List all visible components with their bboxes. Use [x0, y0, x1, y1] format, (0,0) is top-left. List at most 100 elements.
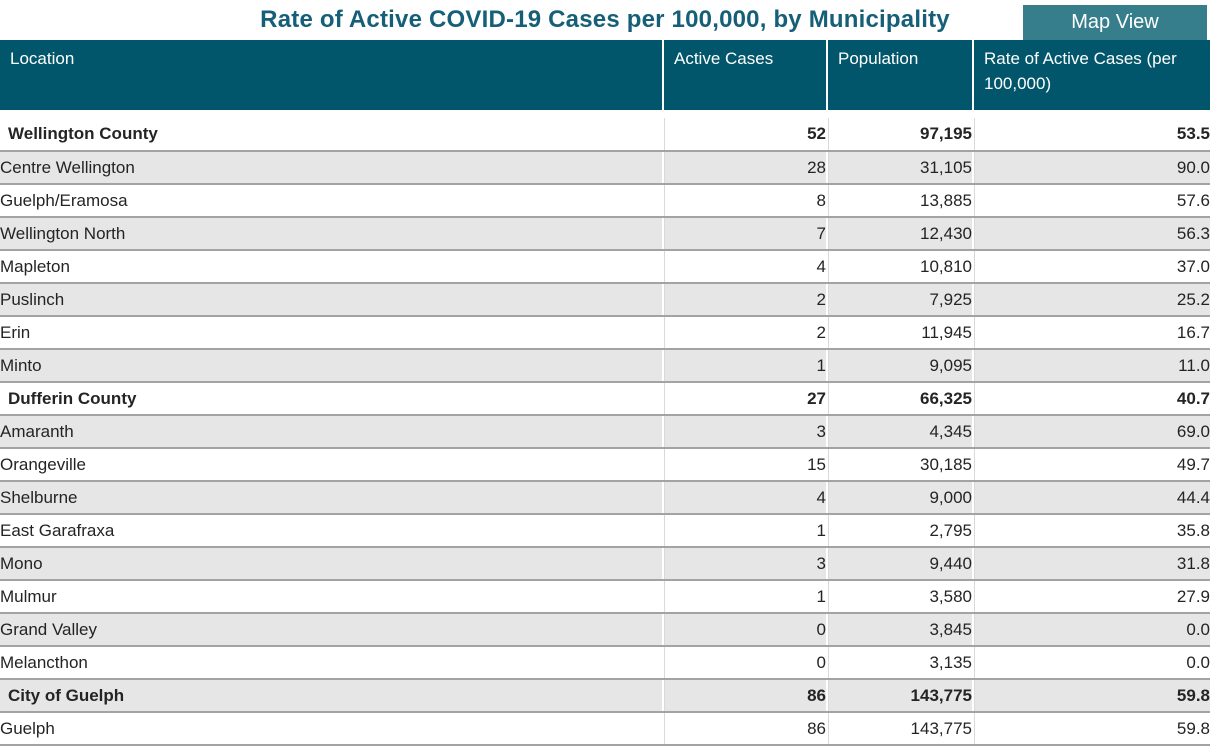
table-row[interactable]: East Garafraxa 1 2,795 35.8 — [0, 514, 1210, 548]
title-bar: Rate of Active COVID-19 Cases per 100,00… — [0, 0, 1210, 40]
rate-cell: 27.9 — [972, 580, 1210, 614]
column-header-rate[interactable]: Rate of Active Cases (per 100,000) — [972, 40, 1210, 110]
location-cell: Grand Valley — [0, 613, 663, 647]
table-header: Location Active Cases Population Rate of… — [0, 40, 1210, 110]
location-cell: Shelburne — [0, 481, 663, 515]
table-row[interactable]: Wellington North 7 12,430 56.3 — [0, 217, 1210, 251]
column-header-location[interactable]: Location — [0, 40, 663, 110]
population-cell: 143,775 — [826, 712, 973, 746]
population-cell: 10,810 — [826, 250, 973, 284]
active-cases-cell: 28 — [662, 151, 827, 185]
rate-cell: 69.0 — [972, 415, 1210, 449]
location-cell: Erin — [0, 316, 663, 350]
population-cell: 2,795 — [826, 514, 973, 548]
population-cell: 11,945 — [826, 316, 973, 350]
location-cell: Centre Wellington — [0, 151, 663, 185]
rate-cell: 0.0 — [972, 613, 1210, 647]
table-row[interactable]: Puslinch 2 7,925 25.2 — [0, 283, 1210, 317]
column-header-active-cases[interactable]: Active Cases — [662, 40, 827, 110]
rate-cell: 31.8 — [972, 547, 1210, 581]
active-cases-cell: 86 — [662, 679, 827, 713]
rate-cell: 59.8 — [972, 712, 1210, 746]
population-cell: 9,000 — [826, 481, 973, 515]
location-cell: Minto — [0, 349, 663, 383]
population-cell: 3,135 — [826, 646, 973, 680]
table-row[interactable]: Guelph 86 143,775 59.8 — [0, 712, 1210, 746]
population-cell: 13,885 — [826, 184, 973, 218]
table-row[interactable]: Mulmur 1 3,580 27.9 — [0, 580, 1210, 614]
rate-cell: 49.7 — [972, 448, 1210, 482]
table-row[interactable]: Shelburne 4 9,000 44.4 — [0, 481, 1210, 515]
location-cell: Mono — [0, 547, 663, 581]
table-row[interactable]: Centre Wellington 28 31,105 90.0 — [0, 151, 1210, 185]
location-cell: Melancthon — [0, 646, 663, 680]
population-cell: 66,325 — [826, 382, 973, 416]
rate-cell: 11.0 — [972, 349, 1210, 383]
active-cases-cell: 0 — [662, 646, 827, 680]
location-cell: Guelph/Eramosa — [0, 184, 663, 218]
rate-cell: 16.7 — [972, 316, 1210, 350]
table-row[interactable]: Wellington County 52 97,195 53.5 — [0, 118, 1210, 152]
rate-cell: 90.0 — [972, 151, 1210, 185]
table-row[interactable]: Orangeville 15 30,185 49.7 — [0, 448, 1210, 482]
active-cases-cell: 1 — [662, 349, 827, 383]
rate-cell: 40.7 — [972, 382, 1210, 416]
active-cases-cell: 1 — [662, 580, 827, 614]
active-cases-cell: 86 — [662, 712, 827, 746]
location-cell: Mapleton — [0, 250, 663, 284]
rate-cell: 57.6 — [972, 184, 1210, 218]
location-cell: Orangeville — [0, 448, 663, 482]
table-row[interactable]: City of Guelph 86 143,775 59.8 — [0, 679, 1210, 713]
population-cell: 30,185 — [826, 448, 973, 482]
map-view-button[interactable]: Map View — [1023, 5, 1207, 40]
location-cell: Amaranth — [0, 415, 663, 449]
active-cases-cell: 7 — [662, 217, 827, 251]
location-cell: Wellington North — [0, 217, 663, 251]
rate-cell: 56.3 — [972, 217, 1210, 251]
rate-cell: 35.8 — [972, 514, 1210, 548]
active-cases-cell: 27 — [662, 382, 827, 416]
rate-cell: 59.8 — [972, 679, 1210, 713]
page-title: Rate of Active COVID-19 Cases per 100,00… — [260, 6, 950, 33]
rate-cell: 37.0 — [972, 250, 1210, 284]
active-cases-cell: 1 — [662, 514, 827, 548]
location-cell: Guelph — [0, 712, 663, 746]
table-row[interactable]: Guelph/Eramosa 8 13,885 57.6 — [0, 184, 1210, 218]
table-header-row: Location Active Cases Population Rate of… — [0, 40, 1210, 110]
population-cell: 9,440 — [826, 547, 973, 581]
active-cases-cell: 15 — [662, 448, 827, 482]
active-cases-cell: 4 — [662, 250, 827, 284]
table-row[interactable]: Grand Valley 0 3,845 0.0 — [0, 613, 1210, 647]
population-cell: 3,580 — [826, 580, 973, 614]
table-body: Wellington County 52 97,195 53.5 Centre … — [0, 110, 1210, 746]
column-header-population[interactable]: Population — [826, 40, 973, 110]
active-cases-cell: 0 — [662, 613, 827, 647]
table-row[interactable]: Minto 1 9,095 11.0 — [0, 349, 1210, 383]
population-cell: 9,095 — [826, 349, 973, 383]
rate-cell: 53.5 — [972, 118, 1210, 152]
population-cell: 12,430 — [826, 217, 973, 251]
table-row[interactable]: Amaranth 3 4,345 69.0 — [0, 415, 1210, 449]
table-row[interactable]: Mono 3 9,440 31.8 — [0, 547, 1210, 581]
location-cell: Dufferin County — [0, 382, 663, 416]
population-cell: 4,345 — [826, 415, 973, 449]
location-cell: East Garafraxa — [0, 514, 663, 548]
rate-cell: 0.0 — [972, 646, 1210, 680]
population-cell: 7,925 — [826, 283, 973, 317]
location-cell: Wellington County — [0, 118, 663, 152]
active-cases-cell: 2 — [662, 316, 827, 350]
table-row[interactable]: Melancthon 0 3,135 0.0 — [0, 646, 1210, 680]
covid-rate-table: Location Active Cases Population Rate of… — [0, 40, 1210, 746]
header-body-spacer — [0, 110, 1210, 118]
table-row[interactable]: Erin 2 11,945 16.7 — [0, 316, 1210, 350]
table-row[interactable]: Dufferin County 27 66,325 40.7 — [0, 382, 1210, 416]
location-cell: Puslinch — [0, 283, 663, 317]
rate-cell: 44.4 — [972, 481, 1210, 515]
population-cell: 31,105 — [826, 151, 973, 185]
table-row[interactable]: Mapleton 4 10,810 37.0 — [0, 250, 1210, 284]
active-cases-cell: 2 — [662, 283, 827, 317]
active-cases-cell: 4 — [662, 481, 827, 515]
active-cases-cell: 52 — [662, 118, 827, 152]
rate-cell: 25.2 — [972, 283, 1210, 317]
